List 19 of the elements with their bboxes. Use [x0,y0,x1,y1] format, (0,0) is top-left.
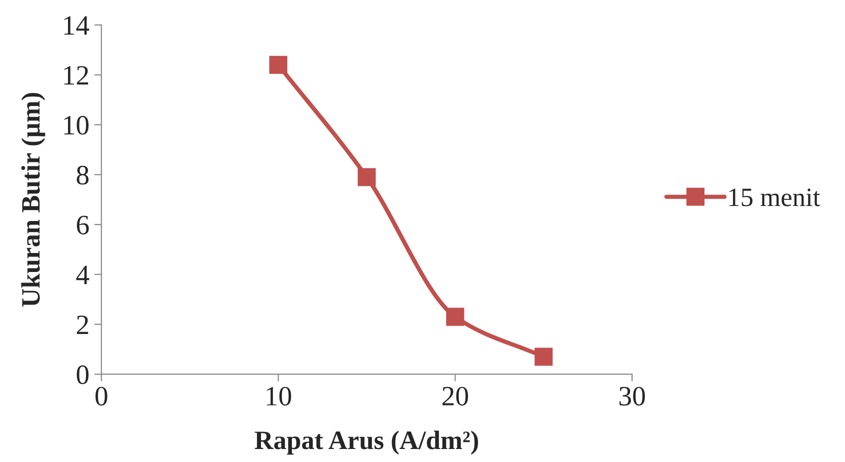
y-tick-label: 2 [76,316,88,334]
y-tick-label: 6 [76,216,89,234]
y-tick-label: 8 [76,166,89,185]
y-axis-title: Ukuran Butir (µm) [21,92,46,307]
x-tick-label: 30 [620,386,645,406]
legend-label: 15 menit [729,188,820,206]
y-tick-label: 4 [76,266,90,284]
x-tick-label: 10 [266,386,292,406]
y-tick-label: 0 [76,365,89,384]
x-tick-label: 0 [96,386,108,406]
point [446,308,464,326]
point [358,168,376,186]
x-tick-label: 20 [442,386,468,406]
y-tick-label: 14 [64,16,90,35]
x-axis-title: Rapat Arus (A/dm²) [254,430,478,455]
point [534,348,553,366]
point [269,56,288,74]
y-tick-label: 10 [64,116,89,135]
y-tick-label: 12 [64,66,88,84]
